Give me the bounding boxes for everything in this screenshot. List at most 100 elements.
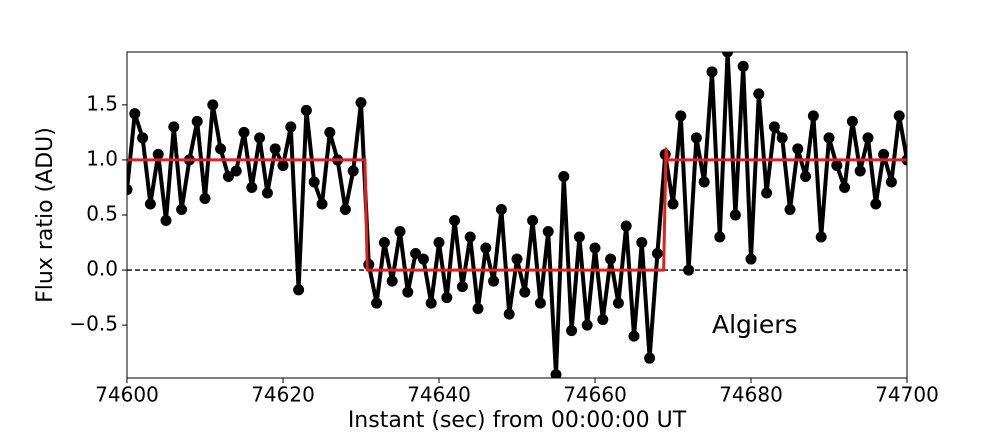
data-point <box>761 187 773 199</box>
data-point <box>636 237 648 249</box>
data-point <box>667 198 679 210</box>
data-point <box>456 281 468 293</box>
data-line <box>127 147 907 272</box>
data-point <box>558 170 570 182</box>
data-point <box>566 325 578 337</box>
data-point <box>870 198 882 210</box>
data-point <box>745 253 757 265</box>
data-point <box>238 126 250 138</box>
data-point <box>308 176 320 188</box>
data-point <box>605 253 617 265</box>
data-point <box>410 248 422 260</box>
data-point <box>402 286 414 298</box>
data-point <box>815 231 827 243</box>
plot-area <box>127 52 907 378</box>
data-point <box>550 369 562 378</box>
data-point <box>893 110 905 122</box>
x-tick-label: 74620 <box>251 383 315 407</box>
data-point <box>573 231 585 243</box>
data-point <box>261 187 273 199</box>
data-point <box>839 181 851 193</box>
data-point <box>784 203 796 215</box>
data-point <box>776 132 788 144</box>
data-point <box>293 284 305 296</box>
data-point <box>698 176 710 188</box>
data-point <box>846 115 858 127</box>
data-point <box>378 237 390 249</box>
data-point <box>160 215 172 227</box>
data-point <box>495 203 507 215</box>
data-point <box>737 60 749 72</box>
data-point <box>885 176 897 188</box>
x-tick-label: 74600 <box>95 383 159 407</box>
data-point <box>862 132 874 144</box>
x-tick-label: 74680 <box>719 383 783 407</box>
data-point <box>488 275 500 287</box>
data-point <box>285 121 297 133</box>
data-point <box>534 297 546 309</box>
data-point <box>768 121 780 133</box>
data-point <box>215 143 227 155</box>
y-tick-label: 1.0 <box>86 146 118 170</box>
data-point <box>628 330 640 342</box>
data-point <box>269 143 281 155</box>
data-point <box>230 165 242 177</box>
data-point <box>246 181 258 193</box>
data-point <box>300 104 312 116</box>
data-point <box>137 132 149 144</box>
data-point <box>168 121 180 133</box>
data-point <box>199 192 211 204</box>
data-point <box>472 303 484 315</box>
data-point <box>129 108 141 120</box>
data-point <box>597 314 609 326</box>
data-point <box>581 319 593 331</box>
data-point <box>612 297 624 309</box>
data-point <box>722 52 734 58</box>
data-point <box>425 297 437 309</box>
y-tick-label: 1.5 <box>86 91 118 115</box>
data-point <box>464 231 476 243</box>
data-point <box>620 220 632 232</box>
data-point <box>324 126 336 138</box>
x-tick-label: 74700 <box>875 383 939 407</box>
data-point <box>347 165 359 177</box>
data-point <box>441 292 453 304</box>
data-point <box>176 203 188 215</box>
data-point <box>823 132 835 144</box>
data-point <box>363 259 375 271</box>
data-point <box>878 148 890 160</box>
data-point <box>644 352 656 364</box>
data-point <box>831 159 843 171</box>
data-point <box>706 66 718 78</box>
x-tick-label: 74660 <box>563 383 627 407</box>
y-tick-label: 0.5 <box>86 202 118 226</box>
data-point <box>800 170 812 182</box>
annotation: Algiers <box>712 310 798 339</box>
data-point <box>277 159 289 171</box>
x-axis-label: Instant (sec) from 00:00:00 UT <box>348 408 687 432</box>
data-point <box>355 97 367 109</box>
data-point <box>417 253 429 265</box>
data-point <box>729 209 741 221</box>
data-point <box>542 226 554 238</box>
data-point <box>511 253 523 265</box>
data-point <box>589 242 601 254</box>
data-point <box>690 132 702 144</box>
y-axis-label: Flux ratio (ADU) <box>33 127 58 303</box>
data-point <box>519 286 531 298</box>
data-point <box>792 143 804 155</box>
data-point <box>503 308 515 320</box>
data-point <box>449 215 461 227</box>
data-point <box>527 215 539 227</box>
data-point <box>207 99 219 111</box>
x-tick-label: 74640 <box>407 383 471 407</box>
data-point <box>144 198 156 210</box>
data-point <box>854 165 866 177</box>
data-point <box>222 170 234 182</box>
data-point <box>152 148 164 160</box>
data-point <box>339 203 351 215</box>
data-point <box>714 231 726 243</box>
data-point <box>191 115 203 127</box>
y-tick-label: −0.5 <box>69 312 118 336</box>
data-point <box>433 237 445 249</box>
